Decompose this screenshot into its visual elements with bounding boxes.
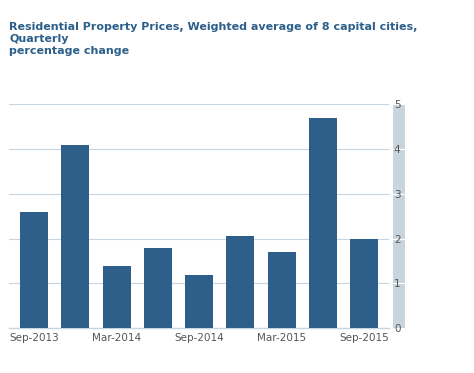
Bar: [350, 239, 378, 328]
Bar: [144, 248, 172, 328]
Bar: [62, 145, 90, 328]
Bar: [20, 212, 48, 328]
Bar: [309, 118, 337, 328]
Text: Residential Property Prices, Weighted average of 8 capital cities, Quarterly
per: Residential Property Prices, Weighted av…: [9, 22, 418, 56]
Bar: [226, 236, 255, 328]
Bar: [185, 275, 213, 328]
Bar: [267, 252, 295, 328]
Bar: [103, 266, 131, 328]
